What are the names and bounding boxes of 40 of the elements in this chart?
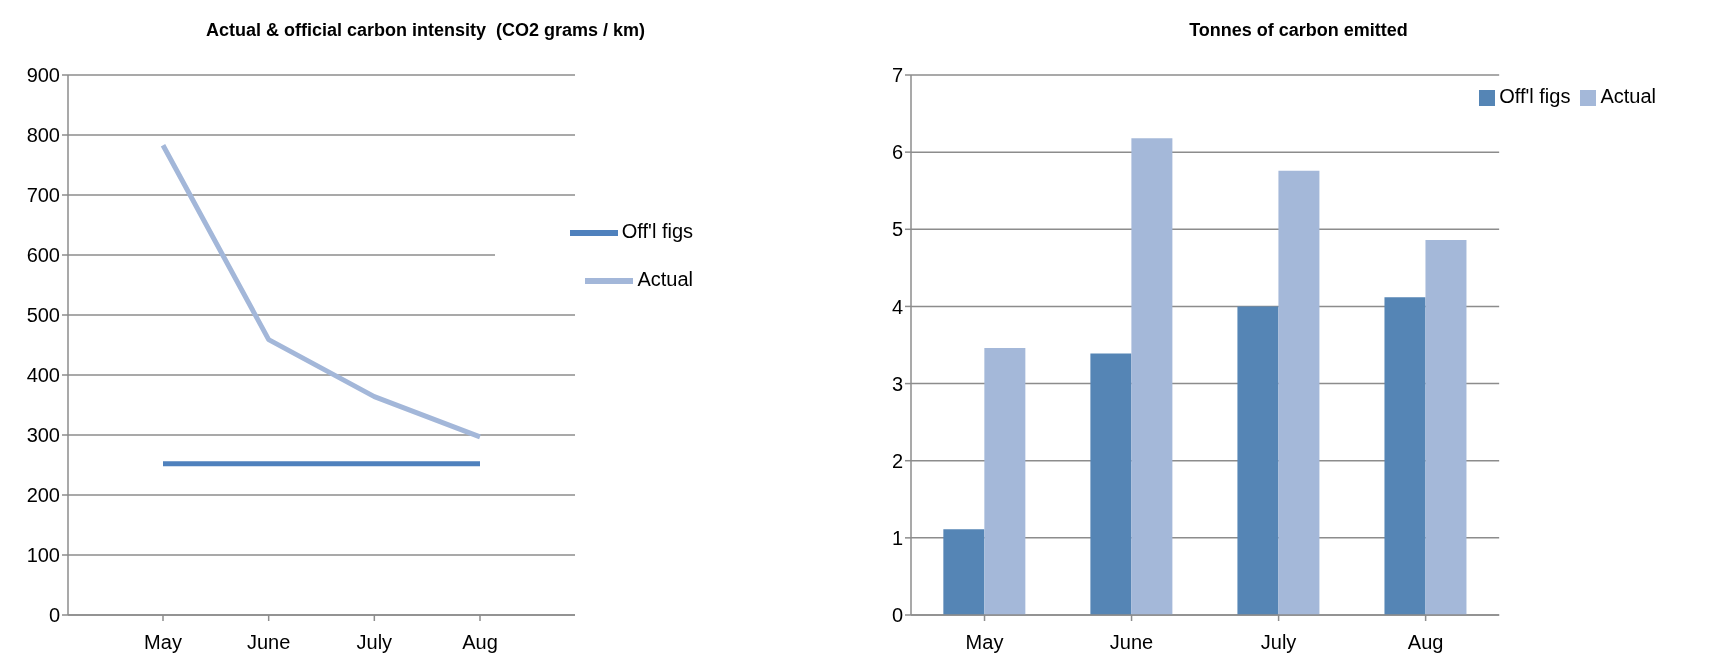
bar	[1278, 170, 1320, 615]
x-tick-label: May	[965, 631, 1004, 654]
y-tick-label: 3	[891, 372, 903, 395]
x-tick-label: Aug	[1407, 631, 1444, 654]
y-tick-label: 0	[48, 604, 60, 627]
bar	[1425, 240, 1467, 615]
y-tick-label: 800	[26, 124, 60, 147]
y-tick-label: 2	[891, 449, 903, 472]
y-tick-label: 100	[26, 544, 60, 567]
y-tick-label: 300	[26, 424, 60, 447]
y-tick-label: 400	[26, 364, 60, 387]
y-tick-label: 600	[26, 244, 60, 267]
y-tick-label: 6	[891, 141, 903, 164]
y-tick-label: 5	[891, 218, 903, 241]
x-tick-label: June	[246, 631, 291, 654]
chart-title: Tonnes of carbon emitted	[1188, 19, 1409, 42]
y-tick-label: 700	[26, 184, 60, 207]
x-tick-label: Aug	[462, 631, 498, 654]
x-tick-label: July	[1260, 631, 1297, 654]
legend-label: Off'l figs	[1499, 85, 1571, 107]
x-tick-label: July	[356, 631, 393, 654]
y-tick-label: 500	[26, 304, 60, 327]
bar	[943, 529, 985, 615]
legend-label: Off'l figs	[621, 220, 693, 243]
y-tick-label: 1	[891, 526, 903, 549]
bar	[1384, 297, 1426, 615]
legend-label: Actual	[1600, 85, 1656, 107]
bar	[1131, 138, 1173, 615]
bar	[1237, 306, 1279, 615]
bar	[984, 348, 1026, 615]
x-tick-label: June	[1109, 631, 1154, 654]
y-tick-label: 7	[891, 64, 903, 87]
bar	[1090, 353, 1132, 615]
y-tick-label: 200	[26, 484, 60, 507]
x-tick-label: May	[144, 631, 182, 654]
y-tick-label: 0	[891, 604, 903, 627]
legend-label: Actual	[637, 268, 693, 291]
y-tick-label: 900	[26, 64, 60, 87]
chart-title: Actual & official carbon intensity (CO2 grams / km)	[204, 19, 647, 42]
y-tick-label: 4	[891, 295, 903, 318]
